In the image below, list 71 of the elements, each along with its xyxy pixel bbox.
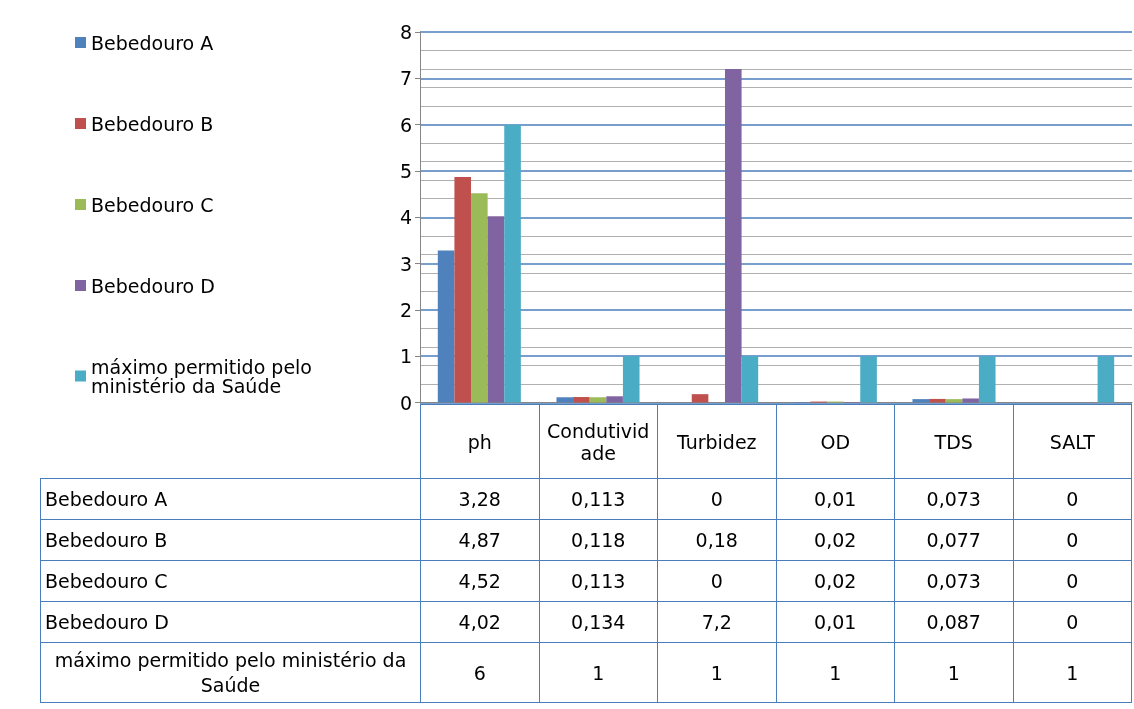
data-label: 0: [657, 560, 776, 602]
data-label: 0,087: [894, 601, 1013, 643]
x-tick-label: TDS: [894, 404, 1013, 479]
text: máximo permitido pelo ministério da Saúde: [54, 648, 407, 696]
legend-label: Bebedouro A: [91, 31, 214, 54]
y-tick-label: 0: [399, 391, 412, 414]
data-label: 0: [1013, 519, 1132, 561]
data-label: 1: [539, 642, 658, 703]
bar: [978, 356, 996, 403]
data-label: 4,52: [420, 560, 539, 602]
text: Bebedouro D: [45, 611, 169, 633]
y-tick-label: 5: [399, 159, 412, 182]
y-tick-label: 3: [399, 252, 412, 275]
data-label: 0,073: [894, 478, 1013, 520]
legend-label: Bebedouro D: [91, 274, 215, 297]
bar: [741, 356, 759, 403]
data-label: 3,28: [420, 478, 539, 520]
x-tick-label: ph: [420, 404, 539, 479]
data-label: 0,077: [894, 519, 1013, 561]
data-label: 0,01: [776, 601, 895, 643]
data-label: 0: [657, 478, 776, 520]
data-label: 1: [894, 642, 1013, 703]
bar: [962, 398, 979, 403]
data-label: 0,02: [776, 519, 895, 561]
bar: [487, 216, 505, 403]
legend-label: Bebedouro C: [91, 193, 214, 216]
y-tick-label: 6: [399, 113, 412, 136]
text: Bebedouro B: [45, 529, 168, 551]
data-label: 0,073: [894, 560, 1013, 602]
bar: [724, 69, 742, 403]
bar: [573, 397, 590, 403]
x-tick-label: Turbidez: [657, 404, 776, 479]
y-tick-label: 7: [399, 67, 412, 90]
bar: [622, 356, 640, 403]
data-label: 0: [1013, 478, 1132, 520]
bar: [945, 399, 963, 403]
y-tick-label: 8: [399, 21, 412, 43]
bar: [691, 394, 709, 403]
bar: [860, 356, 877, 403]
x-tick-label: SALT: [1013, 404, 1132, 479]
y-tick-label: 1: [399, 345, 412, 368]
data-label: 4,87: [420, 519, 539, 561]
bar: [929, 398, 946, 403]
bar: [1097, 356, 1115, 403]
data-label: 1: [1013, 642, 1132, 703]
y-tick-label: 2: [399, 298, 412, 321]
y-tick-label: 4: [399, 206, 412, 229]
data-label: 0,18: [657, 519, 776, 561]
data-label: 0,113: [539, 560, 658, 602]
data-label: 0,01: [776, 478, 895, 520]
data-label: 0,134: [539, 601, 658, 643]
data-label: 0,113: [539, 478, 658, 520]
data-label: 0,118: [539, 519, 658, 561]
bar: [454, 176, 472, 403]
x-tick-label: OD: [776, 404, 895, 479]
bar: [606, 396, 623, 403]
bar: [589, 397, 607, 403]
data-label: 0,02: [776, 560, 895, 602]
data-label: 0: [1013, 560, 1132, 602]
legend-label: Bebedouro B: [91, 112, 214, 135]
x-tick-label: Condutividade: [539, 404, 658, 479]
data-label: 1: [776, 642, 895, 703]
data-label: 7,2: [657, 601, 776, 643]
bar: [504, 124, 521, 403]
legend-label: máximo permitido pelo ministério da Saúde: [91, 355, 319, 397]
data-label: 1: [657, 642, 776, 703]
bar: [471, 193, 488, 403]
text: Bebedouro C: [45, 570, 168, 592]
data-label: 0: [1013, 601, 1132, 643]
data-label: 4,02: [420, 601, 539, 643]
text: Bebedouro A: [45, 488, 168, 510]
